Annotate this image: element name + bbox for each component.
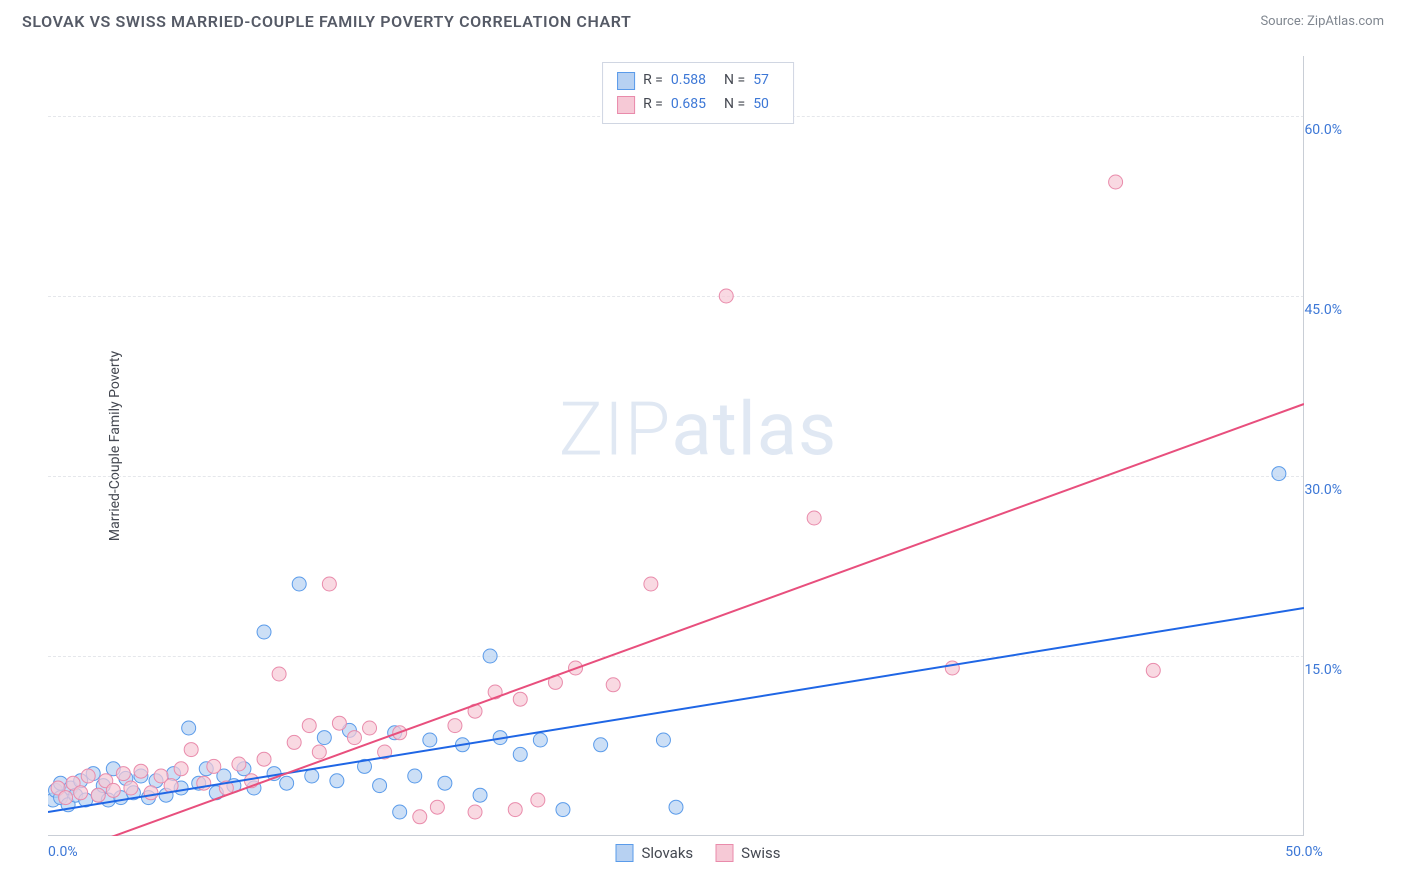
legend-row: R =0.685 N =50 <box>617 93 779 117</box>
data-point <box>74 786 88 800</box>
data-point <box>556 803 570 817</box>
data-point <box>473 788 487 802</box>
source-label: Source: ZipAtlas.com <box>1260 14 1384 29</box>
data-point <box>1109 175 1123 189</box>
x-tick-max: 50.0% <box>1285 844 1323 860</box>
stats-legend: R =0.588 N =57 R =0.685 N =50 <box>602 62 794 124</box>
data-point <box>448 719 462 733</box>
data-point <box>468 805 482 819</box>
trend-line <box>48 404 1304 836</box>
data-point <box>347 731 361 745</box>
data-point <box>508 803 522 817</box>
data-point <box>287 735 301 749</box>
data-point <box>207 759 221 773</box>
data-point <box>232 757 246 771</box>
data-point <box>106 783 120 797</box>
legend-item: Swiss <box>715 844 780 862</box>
data-point <box>413 810 427 824</box>
data-point <box>116 767 130 781</box>
data-point <box>182 721 196 735</box>
data-point <box>644 577 658 591</box>
data-point <box>513 747 527 761</box>
data-point <box>656 733 670 747</box>
data-point <box>322 577 336 591</box>
y-tick: 30.0% <box>1304 482 1342 498</box>
data-point <box>606 678 620 692</box>
data-point <box>184 743 198 757</box>
data-point <box>513 692 527 706</box>
data-point <box>134 764 148 778</box>
trend-line <box>48 608 1304 812</box>
data-point <box>594 738 608 752</box>
legend-item: Slovaks <box>616 844 694 862</box>
data-point <box>945 661 959 675</box>
data-point <box>144 786 158 800</box>
data-point <box>272 667 286 681</box>
data-point <box>719 289 733 303</box>
y-tick: 60.0% <box>1304 122 1342 138</box>
data-point <box>393 805 407 819</box>
legend-row: R =0.588 N =57 <box>617 69 779 93</box>
data-point <box>280 776 294 790</box>
data-point <box>1272 467 1286 481</box>
series-legend: Slovaks Swiss <box>616 844 781 862</box>
data-point <box>292 577 306 591</box>
data-point <box>483 649 497 663</box>
legend-chip <box>715 844 733 862</box>
x-tick-min: 0.0% <box>48 844 78 860</box>
data-point <box>332 716 346 730</box>
data-point <box>807 511 821 525</box>
data-point <box>124 781 138 795</box>
chart-area: Married-Couple Family Poverty ZIPatlas R… <box>48 56 1348 836</box>
data-point <box>257 625 271 639</box>
data-point <box>91 788 105 802</box>
data-point <box>257 752 271 766</box>
data-point <box>423 733 437 747</box>
source-link[interactable]: ZipAtlas.com <box>1307 14 1384 29</box>
scatter-plot <box>48 56 1348 836</box>
data-point <box>669 800 683 814</box>
data-point <box>408 769 422 783</box>
chart-title: SLOVAK VS SWISS MARRIED-COUPLE FAMILY PO… <box>22 12 632 31</box>
data-point <box>430 800 444 814</box>
legend-chip <box>617 72 635 90</box>
data-point <box>438 776 452 790</box>
data-point <box>531 793 545 807</box>
legend-chip <box>616 844 634 862</box>
data-point <box>81 769 95 783</box>
data-point <box>363 721 377 735</box>
data-point <box>174 762 188 776</box>
data-point <box>1146 663 1160 677</box>
y-tick: 15.0% <box>1304 662 1342 678</box>
data-point <box>373 779 387 793</box>
y-tick: 45.0% <box>1304 302 1342 318</box>
data-point <box>533 733 547 747</box>
legend-chip <box>617 96 635 114</box>
data-point <box>59 791 73 805</box>
data-point <box>312 745 326 759</box>
data-point <box>305 769 319 783</box>
data-point <box>330 774 344 788</box>
data-point <box>302 719 316 733</box>
data-point <box>317 731 331 745</box>
